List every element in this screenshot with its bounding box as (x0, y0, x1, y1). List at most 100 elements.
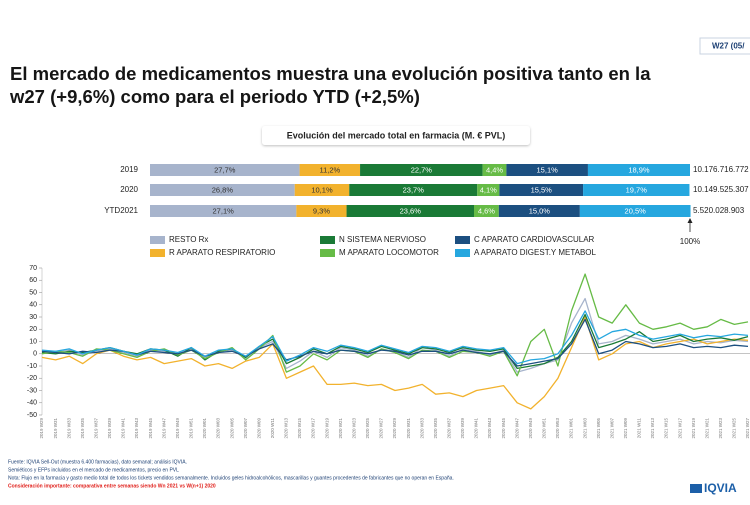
x-tick-label: 2020 W37 (446, 418, 451, 439)
footer-warning: Consideración importante: comparativa en… (8, 483, 216, 489)
title-line: El mercado de medicamentos muestra una e… (10, 63, 651, 84)
x-tick-label: 2019 W29 (39, 418, 44, 439)
total-label: 10.149.525.307 (693, 185, 749, 194)
bar-segment (477, 184, 500, 196)
x-tick-label: 2020 W45 (501, 418, 506, 439)
x-tick-label: 2020 W09 (256, 418, 261, 439)
value-label: 15,1% (537, 165, 559, 174)
category-label: 2019 (120, 165, 138, 174)
x-tick-label: 2020 W27 (379, 418, 384, 439)
value-label: 15,0% (529, 206, 551, 215)
value-label: 11,2% (319, 165, 340, 174)
legend-label: A APARATO DIGEST.Y METABOL (474, 248, 597, 257)
x-tick-label: 2019 W47 (161, 418, 166, 439)
legend-swatch (150, 249, 165, 257)
value-label: 4,6% (478, 206, 495, 215)
bar-segment (499, 184, 584, 196)
x-tick-label: 2020 W39 (460, 418, 465, 439)
x-tick-label: 2020 W33 (419, 418, 424, 439)
x-tick-label: 2019 W35 (80, 418, 85, 439)
bar-segment (360, 164, 483, 176)
value-label: 19,7% (626, 185, 648, 194)
value-label: 20,5% (625, 206, 647, 215)
y-tick-label: -40 (27, 400, 37, 407)
footer-scope: Semiéticos y EFPs incluidos en el mercad… (8, 467, 179, 473)
value-label: 27,1% (213, 206, 235, 215)
y-tick-label: 60 (29, 277, 37, 284)
x-tick-label: 2021 W19 (691, 418, 696, 439)
x-tick-label: 2020 W17 (311, 418, 316, 439)
logo: IQVIA (704, 481, 737, 495)
x-tick-label: 2019 W37 (93, 418, 98, 439)
x-tick-label: 2020 W01 (202, 418, 207, 439)
bar-segment (482, 164, 507, 176)
x-tick-label: 2020 W21 (338, 418, 343, 439)
x-tick-label: 2020 W35 (433, 418, 438, 439)
value-label: 9,3% (313, 206, 330, 215)
x-tick-label: 2021 W03 (582, 418, 587, 439)
x-tick-label: 2021 W25 (732, 418, 737, 439)
badge: W27 (05/ (712, 42, 745, 51)
x-tick-label: 2019 W45 (148, 418, 153, 439)
x-tick-label: 2021 W15 (664, 418, 669, 439)
bar-segment (506, 164, 588, 176)
x-tick-label: 2021 W11 (637, 418, 642, 439)
x-tick-label: 2021 W07 (609, 418, 614, 439)
x-tick-label: 2021 W09 (623, 418, 628, 439)
x-tick-label: 2020 W07 (243, 418, 248, 439)
x-tick-label: 2020 W43 (487, 418, 492, 439)
value-label: 22,7% (411, 165, 433, 174)
y-tick-label: 30 (29, 314, 37, 321)
y-tick-label: 10 (29, 338, 37, 345)
x-tick-label: 2020 W51 (542, 418, 547, 439)
legend-label: R APARATO RESPIRATORIO (169, 248, 275, 257)
y-tick-label: -50 (27, 412, 37, 419)
y-tick-label: 40 (29, 302, 37, 309)
value-label: 23,7% (403, 185, 425, 194)
total-label: 5.520.028.903 (693, 206, 745, 215)
bar-segment (583, 184, 690, 196)
x-tick-label: 2021 W13 (650, 418, 655, 439)
y-tick-label: 0 (33, 351, 37, 358)
bar-segment (150, 164, 300, 176)
x-tick-label: 2020 W15 (297, 418, 302, 439)
x-tick-label: 2021 W21 (704, 418, 709, 439)
chart-title: Evolución del mercado total en farmacia … (287, 130, 506, 140)
legend-swatch (320, 249, 335, 257)
x-tick-label: 2020 W53 (555, 418, 560, 439)
line-series (41, 316, 749, 410)
x-tick-label: 2019 W39 (107, 418, 112, 439)
x-tick-label: 2020 W23 (351, 418, 356, 439)
bar-segment (587, 164, 690, 176)
x-tick-label: 2020 W49 (528, 418, 533, 439)
value-label: 26,8% (212, 185, 234, 194)
x-tick-label: 2021 W27 (745, 418, 750, 439)
x-tick-label: 2020 W05 (229, 418, 234, 439)
value-label: 4,1% (480, 185, 497, 194)
bar-segment (150, 205, 297, 217)
y-tick-label: -20 (27, 375, 37, 382)
value-label: 18,9% (628, 165, 650, 174)
x-tick-label: 2020 W25 (365, 418, 370, 439)
x-tick-label: 2019 W43 (134, 418, 139, 439)
x-tick-label: 2020 W29 (392, 418, 397, 439)
category-label: 2020 (120, 185, 138, 194)
legend-label: RESTO Rx (169, 235, 208, 244)
chart-title-box (262, 126, 530, 145)
x-tick-label: 2021 W17 (677, 418, 682, 439)
bar-segment (296, 205, 347, 217)
x-tick-label: 2020 W19 (324, 418, 329, 439)
x-tick-label: 2019 W49 (175, 418, 180, 439)
x-tick-label: 2020 W11 (270, 418, 275, 439)
line-series (41, 318, 749, 367)
y-tick-label: 50 (29, 289, 37, 296)
y-tick-label: 20 (29, 326, 37, 333)
y-tick-label: -30 (27, 387, 37, 394)
bar-segment (498, 205, 580, 217)
x-tick-label: 2020 W13 (284, 418, 289, 439)
x-tick-label: 2020 W03 (216, 418, 221, 439)
bar-segment (346, 205, 474, 217)
value-label: 10,1% (311, 185, 333, 194)
value-label: 15,5% (531, 185, 553, 194)
